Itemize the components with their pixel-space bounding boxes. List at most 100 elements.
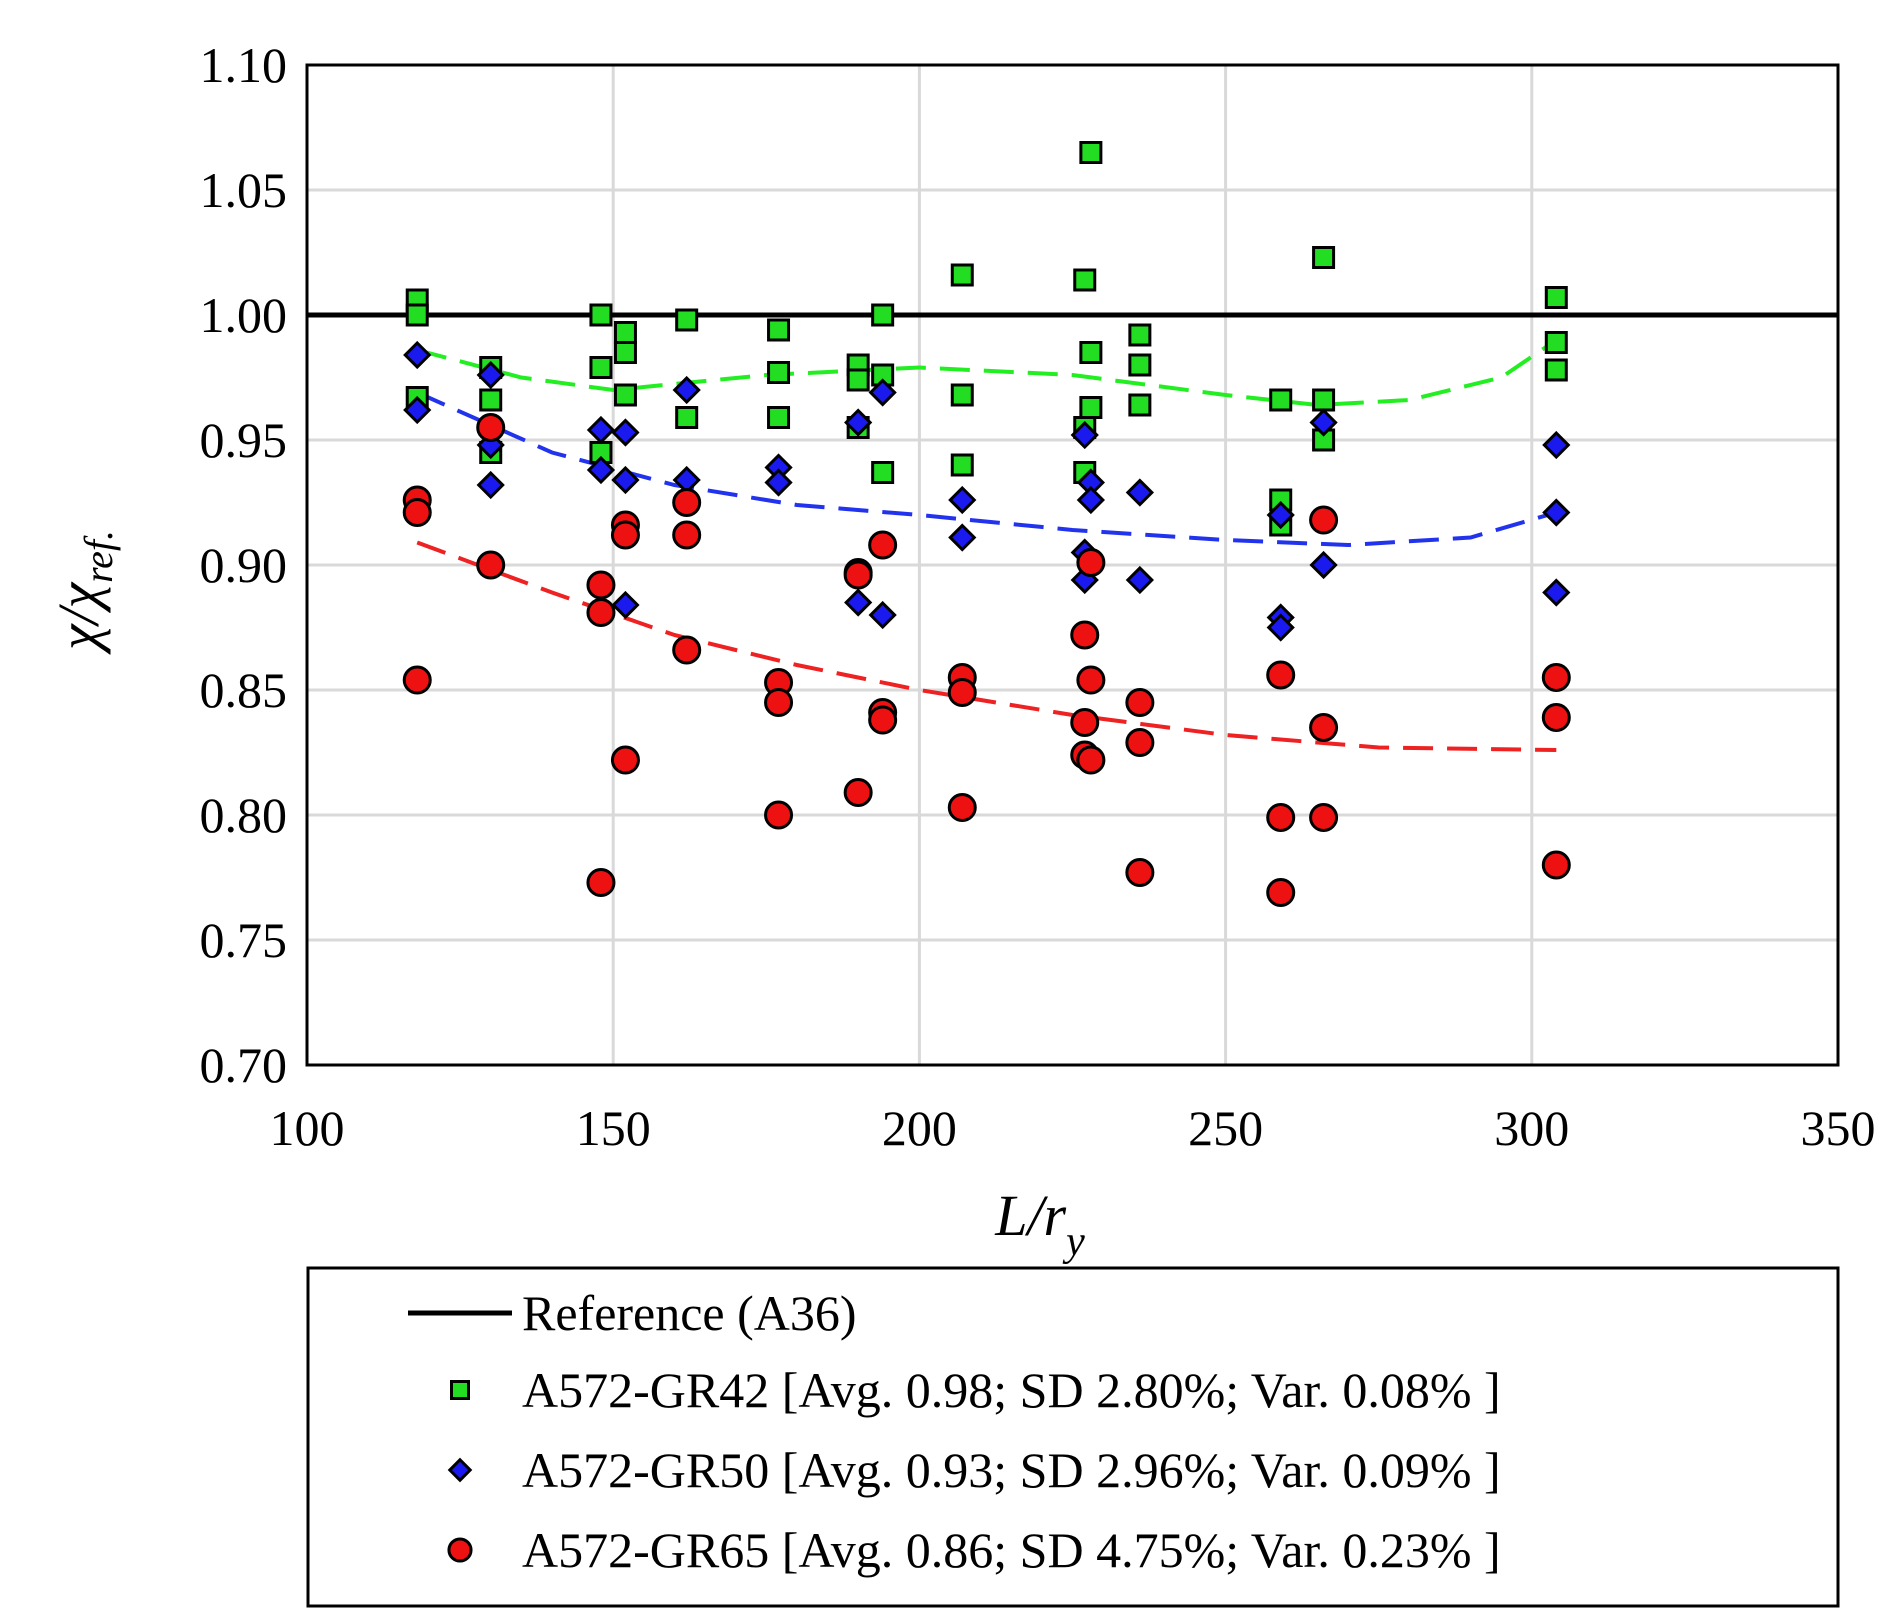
data-point-square <box>1269 388 1293 412</box>
data-point-square <box>767 361 791 384</box>
data-point-circle <box>402 498 432 527</box>
data-point-circle <box>586 868 616 897</box>
data-point-circle <box>764 800 794 830</box>
data-point-square <box>1312 246 1336 269</box>
data-point-diamond <box>948 485 977 515</box>
data-point-circle <box>476 413 506 442</box>
legend-reference-label: Reference (A36) <box>522 1285 857 1341</box>
data-point-circle <box>764 688 794 717</box>
data-point-circle <box>1266 878 1296 907</box>
data-point-square <box>675 308 699 332</box>
data-point-diamond <box>611 590 640 620</box>
data-point-circle <box>947 678 977 707</box>
legend-label-diamond: A572-GR50 [Avg. 0.93; SD 2.96%; Var. 0.0… <box>522 1442 1501 1498</box>
data-point-square <box>1312 388 1336 412</box>
data-point-diamond <box>844 588 873 617</box>
data-points <box>402 141 1571 907</box>
legend: Reference (A36) A572-GR42 [Avg. 0.98; SD… <box>306 1266 1840 1608</box>
data-point-square <box>613 383 637 407</box>
x-tick-label: 100 <box>270 1100 345 1156</box>
data-point-circle <box>672 635 702 665</box>
series-square <box>405 141 1568 537</box>
data-point-square <box>1544 358 1568 382</box>
data-point-square <box>871 303 895 327</box>
data-point-circle <box>1070 620 1100 650</box>
data-point-circle <box>1309 713 1339 742</box>
data-point-square <box>675 406 699 429</box>
data-point-diamond <box>1542 578 1571 607</box>
data-point-diamond <box>1542 498 1571 527</box>
data-point-square <box>871 461 895 484</box>
data-point-circle <box>868 705 898 735</box>
data-point-circle <box>610 520 640 550</box>
trend-line-diamond <box>416 390 1557 548</box>
x-tick-label: 200 <box>882 1100 957 1156</box>
legend-marker-square <box>450 1380 470 1400</box>
data-point-square <box>1544 331 1568 354</box>
data-point-circle <box>1266 803 1296 832</box>
y-tick-label: 0.95 <box>200 412 288 468</box>
data-point-circle <box>843 560 873 590</box>
y-tick-label: 0.80 <box>200 787 288 843</box>
data-point-circle <box>1125 688 1155 717</box>
data-point-diamond <box>868 378 897 407</box>
legend-marker-diamond <box>447 1457 473 1483</box>
legend-label-circle: A572-GR65 [Avg. 0.86; SD 4.75%; Var. 0.2… <box>522 1522 1501 1578</box>
data-point-circle <box>1076 665 1106 695</box>
data-point-square <box>767 406 791 429</box>
data-point-circle <box>1076 548 1106 577</box>
y-tick-label: 0.90 <box>200 537 288 593</box>
data-point-circle <box>1309 505 1339 535</box>
data-point-square <box>950 383 974 407</box>
data-point-circle <box>610 745 640 775</box>
x-axis-title: L/ry <box>994 1183 1085 1265</box>
data-point-square <box>1128 393 1152 417</box>
data-point-circle <box>1541 703 1571 732</box>
data-point-diamond <box>611 465 640 495</box>
data-point-circle <box>1541 850 1571 880</box>
trend-line-circle <box>416 540 1557 752</box>
y-tick-label: 1.05 <box>200 162 288 218</box>
data-point-circle <box>1266 660 1296 690</box>
data-point-circle <box>868 530 898 560</box>
y-tick-label: 0.75 <box>200 912 288 968</box>
data-point-diamond <box>476 360 505 390</box>
y-tick-label: 1.00 <box>200 287 288 343</box>
data-point-circle <box>672 520 702 550</box>
data-point-diamond <box>611 418 640 447</box>
data-point-square <box>589 356 613 379</box>
data-point-diamond <box>586 415 616 445</box>
data-point-diamond <box>1542 430 1571 460</box>
data-point-square <box>613 341 637 364</box>
data-point-square <box>1128 353 1152 377</box>
data-point-square <box>479 388 503 412</box>
x-tick-label: 150 <box>576 1100 651 1156</box>
data-point-circle <box>1076 745 1106 775</box>
data-point-circle <box>1309 803 1339 832</box>
data-point-square <box>950 263 974 287</box>
data-point-circle <box>1541 663 1571 692</box>
data-point-diamond <box>1125 565 1154 595</box>
data-point-diamond <box>844 408 873 437</box>
data-point-square <box>1079 341 1103 364</box>
data-point-diamond <box>476 470 505 500</box>
legend-series-entries: A572-GR42 [Avg. 0.98; SD 2.80%; Var. 0.0… <box>447 1362 1501 1578</box>
data-point-square <box>405 303 429 327</box>
data-point-square <box>589 303 613 327</box>
data-point-diamond <box>1070 420 1099 450</box>
y-tick-label: 0.70 <box>200 1037 288 1093</box>
x-axis-ticks: 100 150 200 250 300 350 <box>270 1100 1876 1156</box>
data-point-circle <box>476 550 506 580</box>
data-point-square <box>767 318 791 342</box>
data-point-diamond <box>586 455 616 485</box>
data-point-circle <box>586 598 616 627</box>
data-point-diamond <box>948 523 977 552</box>
data-point-diamond <box>403 395 432 425</box>
data-point-diamond <box>1266 500 1295 530</box>
legend-marker-circle <box>447 1537 473 1563</box>
legend-label-square: A572-GR42 [Avg. 0.98; SD 2.80%; Var. 0.0… <box>522 1362 1501 1418</box>
y-tick-label: 1.10 <box>200 37 288 93</box>
x-tick-label: 300 <box>1494 1100 1569 1156</box>
data-point-square <box>1079 141 1103 164</box>
